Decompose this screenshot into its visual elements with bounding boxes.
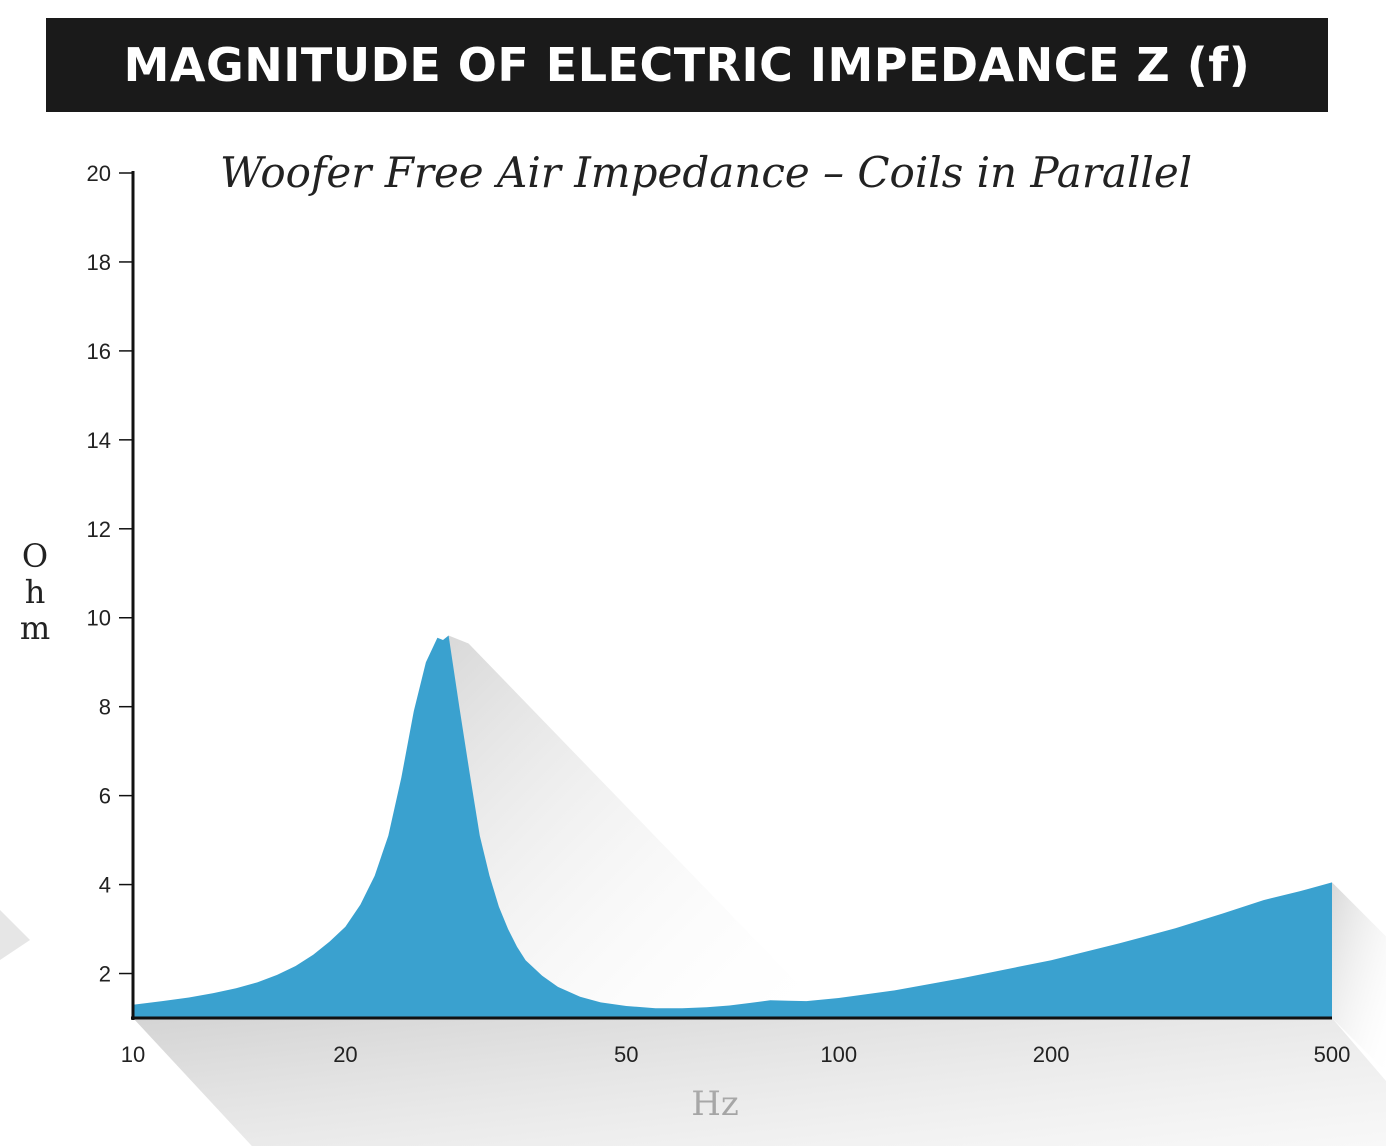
y-axis-label-letter: h <box>24 573 46 611</box>
base-shadow <box>133 1018 1386 1146</box>
y-axis-label-letter: m <box>19 609 51 647</box>
y-tick-label: 14 <box>87 428 111 453</box>
y-tick-label: 10 <box>87 606 111 631</box>
banner-title: MAGNITUDE OF ELECTRIC IMPEDANCE Z (f) <box>123 38 1251 92</box>
x-tick-label: 100 <box>820 1042 857 1067</box>
y-tick-label: 18 <box>87 250 111 275</box>
area-layer <box>133 635 1332 1018</box>
y-tick-label: 20 <box>87 161 111 186</box>
y-tick-label: 8 <box>99 695 111 720</box>
right-shadow <box>1332 882 1386 1072</box>
impedance-area <box>133 635 1332 1018</box>
title-banner: MAGNITUDE OF ELECTRIC IMPEDANCE Z (f) <box>46 18 1328 112</box>
y-tick-label: 12 <box>87 517 111 542</box>
y-axis-label-letter: O <box>21 537 49 575</box>
x-tick-label: 500 <box>1314 1042 1351 1067</box>
x-tick-label: 20 <box>333 1042 357 1067</box>
y-tick-label: 4 <box>99 873 111 898</box>
axes-layer: 2 4 6 8 10 12 14 16 18 20 10 20 50 100 200 500 <box>87 161 1351 1067</box>
x-tick-label: 10 <box>121 1042 145 1067</box>
y-axis-label: O h m <box>12 538 58 646</box>
x-tick-label: 50 <box>614 1042 638 1067</box>
y-tick-label: 16 <box>87 339 111 364</box>
drop-shadow-layer <box>0 635 1386 1146</box>
peak-shadow <box>448 635 829 1018</box>
x-tick-label: 200 <box>1033 1042 1070 1067</box>
y-tick-label: 6 <box>99 784 111 809</box>
chart-title: Woofer Free Air Impedance – Coils in Par… <box>220 148 1193 197</box>
left-shadow <box>0 910 30 960</box>
y-tick-label: 2 <box>99 962 111 987</box>
